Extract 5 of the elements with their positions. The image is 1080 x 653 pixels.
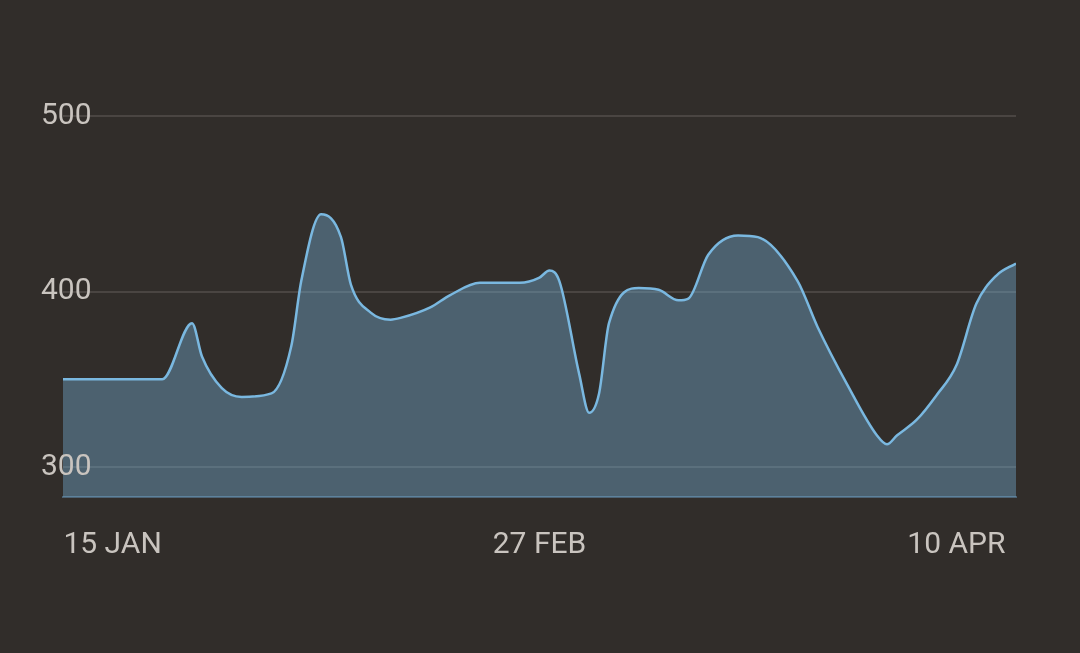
x-tick-label: 27 FEB: [492, 524, 587, 560]
y-tick-label: 400: [41, 271, 92, 307]
y-tick-label: 500: [41, 95, 92, 131]
x-tick-label: 15 JAN: [63, 524, 162, 560]
x-tick-label: 10 APR: [907, 524, 1006, 560]
